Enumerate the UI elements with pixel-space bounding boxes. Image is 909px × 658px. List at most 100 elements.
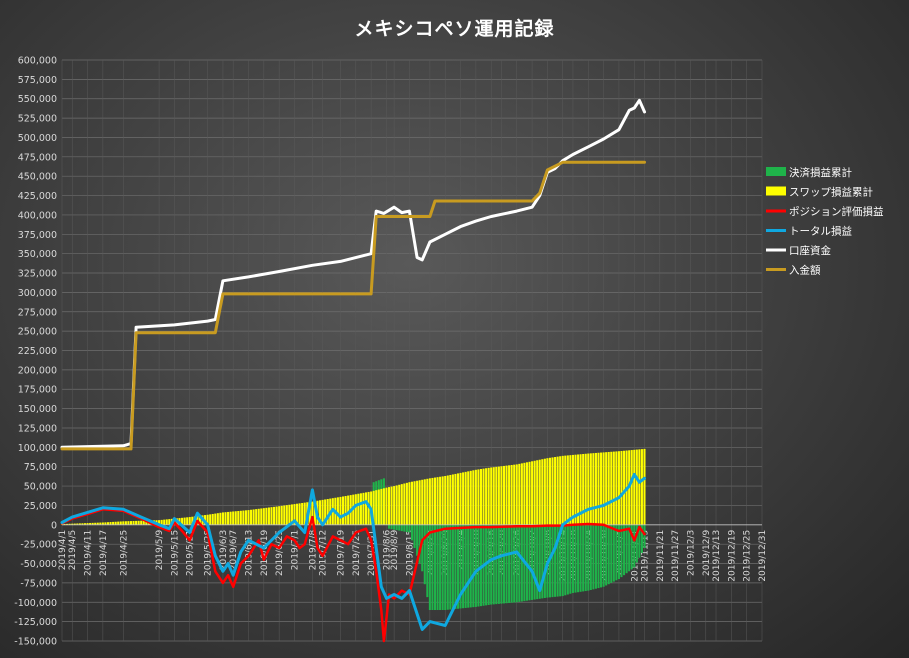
bar-mark [354,494,357,525]
x-tick-label: 2019/12/25 [743,530,753,582]
bar-mark [564,524,567,596]
bar-mark [206,514,209,525]
y-tick-label: 350,000 [18,249,57,260]
x-tick-label: 2019/8/15 [405,530,415,576]
x-tick-label: 2019/4/25 [119,530,129,576]
series-bars-1 [60,448,646,525]
bar-mark [99,522,102,525]
x-tick-label: 2019/8/9 [390,530,400,571]
bar-mark [543,524,546,599]
bar-mark [91,522,94,525]
bar-mark [551,524,554,598]
bar-mark [490,524,493,605]
bar-mark [612,451,615,525]
bar-mark [536,460,539,525]
bar-mark [229,511,232,525]
bar-mark [495,524,498,605]
bar-mark [145,520,148,525]
x-tick-label: 2019/11/15 [640,530,650,582]
bar-mark [423,479,426,525]
bar-mark [135,520,138,525]
legend-label: 入金額 [789,264,821,277]
bar-mark [137,520,140,525]
bar-mark [569,524,572,594]
bar-mark [221,512,224,525]
bar-mark [615,524,618,581]
bar-mark [403,483,406,525]
bar-mark [273,506,276,525]
series-line-3 [60,160,646,451]
bar-mark [359,493,362,525]
x-tick-label: 2019/12/9 [702,530,712,576]
bar-mark [71,523,74,525]
bar-mark [554,524,557,597]
y-tick-label: 250,000 [18,327,57,338]
bar-mark [278,506,281,525]
bar-mark [456,524,460,609]
bar-mark [533,460,536,525]
bar-mark [515,524,518,603]
bar-mark [584,453,587,525]
bar-mark [247,510,250,525]
bar-mark [462,524,465,609]
bar-mark [76,523,79,525]
bar-mark [390,524,393,530]
bar-mark [372,490,375,525]
bar-mark [528,524,531,601]
bar-mark [158,520,161,525]
bar-mark [403,524,406,532]
bar-mark [464,471,467,525]
bar-mark [605,524,608,586]
bar-mark [464,524,467,608]
bar-mark [533,524,536,600]
bar-mark [628,524,631,572]
bar-mark [252,509,255,525]
bar-mark [479,469,482,525]
bar-mark [625,524,628,574]
bar-mark [561,455,564,525]
bar-mark [592,453,595,525]
bar-mark [96,522,99,525]
bar-mark [313,501,316,525]
bar-mark [101,522,104,525]
bar-mark [433,524,437,611]
bar-mark [487,524,490,605]
y-tick-label: 50,000 [24,482,57,493]
bar-mark [275,506,278,525]
x-tick-label: 2019/4/5 [68,530,78,570]
bar-mark [594,452,597,525]
bar-mark [528,461,531,525]
bar-mark [347,495,350,525]
bar-mark [364,492,368,525]
bar-mark [594,524,597,589]
bar-mark [444,475,447,525]
bar-mark [456,473,460,525]
y-tick-label: 75,000 [24,462,57,473]
bar-mark [78,523,81,525]
x-tick-label: 2019/12/19 [727,530,737,582]
y-tick-label: 200,000 [18,365,57,376]
bar-mark [643,524,646,549]
y-tick-label: -100,000 [14,598,57,609]
bar-mark [124,521,127,525]
bar-mark [635,524,638,563]
y-tick-label: 25,000 [24,501,57,512]
bar-mark [554,457,557,525]
bar-mark [160,519,163,525]
bar-mark [168,519,171,525]
bar-mark [431,524,434,611]
bar-mark [620,450,623,525]
x-tick-label: 2019/4/1 [58,530,68,570]
y-tick-label: -25,000 [20,540,57,551]
x-tick-label: 2019/7/19 [336,530,346,576]
legend-swatch [766,167,786,176]
y-tick-label: 575,000 [18,75,57,86]
bar-mark [183,517,186,525]
bar-mark [413,524,416,549]
bar-mark [290,504,293,525]
bar-mark [597,452,600,525]
series-line-0 [60,508,646,643]
bar-mark [428,478,431,525]
bar-mark [602,452,605,525]
